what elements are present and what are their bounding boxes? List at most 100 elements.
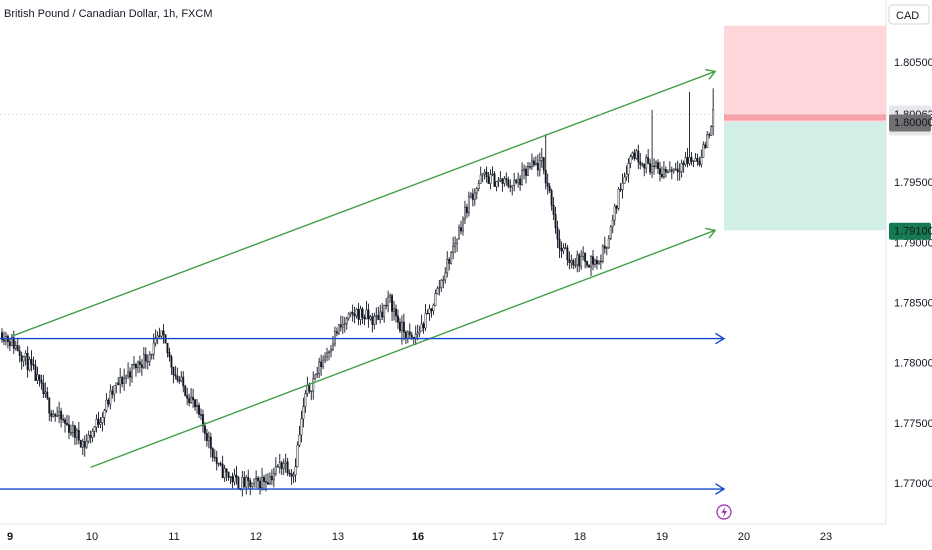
candle-body [521,170,524,185]
candle-body [467,196,470,214]
candle-body [91,430,94,438]
candle-body [343,323,346,325]
entry-price-text: 1.80000 [894,117,932,129]
candle-body [550,190,553,206]
candle-body [682,162,685,165]
candle-body [406,331,409,339]
candle-body [62,418,65,421]
candle-body [115,382,118,386]
candle-body [507,179,510,187]
candle-body [194,399,197,408]
candle-body [373,315,376,325]
candle-body [38,374,41,381]
candle-body [30,359,33,365]
candle-body [676,168,679,173]
candle-body [71,425,74,433]
lightning-icon[interactable] [716,504,732,520]
candlestick-series [1,88,715,497]
target-price-label: 1.79100 [889,222,932,240]
candle-body [495,181,498,187]
candle-body [207,436,210,441]
candle-body [184,385,187,396]
candle-body [450,252,453,264]
time-tick-label: 9 [7,531,13,543]
candle-body [625,173,628,178]
candle-body [438,287,441,289]
candle-body [430,308,433,312]
candle-body [369,316,372,320]
candle-body [58,411,61,416]
candle-body [3,339,5,342]
candle-body [125,375,128,379]
candle-body [180,376,183,382]
time-tick-label: 23 [820,531,832,543]
candle-body [339,324,342,328]
candle-body [491,173,494,175]
candle-body [290,473,293,477]
candle-body [182,376,185,387]
candle-body [144,354,147,362]
candle-body [148,354,151,362]
candle-body [523,168,525,171]
candle-body [517,178,520,183]
candle-body [436,288,439,294]
candle-body [28,359,31,371]
drawings[interactable] [0,68,886,495]
candle-body [328,351,330,354]
candle-body [568,259,571,263]
candle-body [552,204,555,215]
candle-body [601,245,604,262]
candle-body [349,312,352,315]
candle-body [68,424,70,433]
candle-body [418,330,421,334]
time-axis[interactable]: 9 10 11 12 13 16 17 18 19 20 23 [7,531,832,543]
candle-body [627,163,630,175]
candle-body [265,481,267,483]
candle-body [16,345,19,352]
candle-body [655,162,657,167]
stop-loss-zone[interactable] [724,25,886,122]
candle-body [272,473,275,481]
time-tick-label: 20 [738,531,750,543]
candle-body [578,254,581,267]
candle-body [469,193,472,197]
candle-body [680,162,683,172]
currency-button[interactable]: CAD [888,4,930,25]
candle-body [70,432,72,434]
candle-body [196,405,198,408]
candle-body [534,162,537,166]
channel-lower-line [90,229,716,469]
candle-body [609,226,612,239]
candle-body [662,169,665,178]
candle-body [156,335,159,339]
candle-body [249,480,252,487]
candle-body [172,366,175,375]
candle-body [442,279,445,281]
candle-body [525,168,527,176]
candle-body [586,261,589,266]
candle-body [381,311,384,318]
take-profit-zone[interactable] [724,122,886,231]
candle-body [83,441,86,448]
candle-body [330,349,332,353]
candle-body [637,150,640,163]
candle-body [414,333,417,339]
candle-body [308,385,311,392]
candle-body [647,157,650,164]
candle-body [123,377,126,384]
candle-body [645,157,648,169]
candle-body [710,126,713,136]
candle-body [643,163,646,169]
candle-body [229,476,232,478]
candle-body [205,433,208,441]
candle-body [404,331,407,339]
candle-body [215,457,218,464]
candle-body [227,471,230,478]
candle-body [24,353,27,357]
candle-body [582,252,585,257]
candle-body [79,439,82,448]
candle-body [121,377,124,384]
candle-body [389,295,392,298]
candle-body [383,304,386,318]
